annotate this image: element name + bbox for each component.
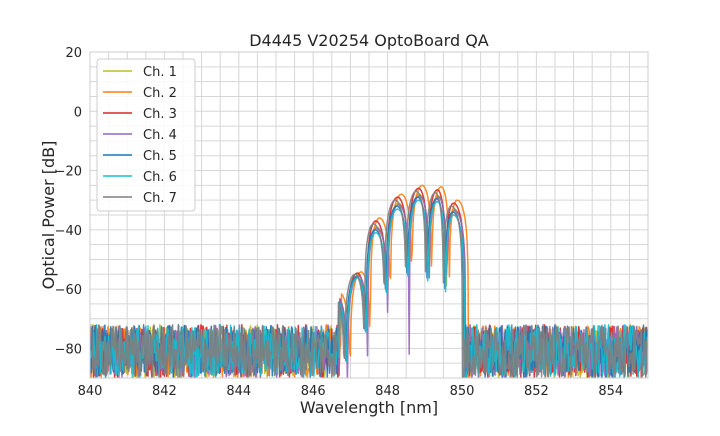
legend-label: Ch. 2	[143, 86, 177, 101]
legend-label: Ch. 5	[143, 149, 177, 164]
series-line-ch-7	[90, 190, 648, 378]
y-tick-label: 20	[65, 46, 82, 61]
y-tick-label: −60	[55, 283, 82, 298]
plot-frame	[89, 51, 649, 379]
legend-box	[96, 58, 196, 212]
series-line-ch-6	[90, 199, 648, 378]
x-tick-label: 846	[301, 384, 326, 399]
y-tick-label: −20	[55, 165, 82, 180]
y-tick-label: 0	[74, 105, 82, 120]
chart-title: D4445 V20254 OptoBoard QA	[249, 31, 489, 50]
legend: Ch. 1 Ch. 2 Ch. 3 Ch. 4 Ch. 5 Ch. 6 Ch. 7	[96, 58, 196, 212]
y-tick-label: −80	[55, 342, 82, 357]
legend-label: Ch. 3	[143, 107, 177, 122]
x-tick-label: 850	[450, 384, 475, 399]
x-tick-label: 854	[598, 384, 623, 399]
y-tick-label: −40	[55, 224, 82, 239]
x-tick-label: 848	[375, 384, 400, 399]
tick-labels: 840 842 844 846 848 850 852 854 20 0 −20 −40 −60 −80	[55, 46, 624, 399]
x-axis-label: Wavelength [nm]	[300, 398, 438, 417]
x-tick-label: 852	[524, 384, 549, 399]
x-tick-label: 840	[78, 384, 103, 399]
series-lines	[90, 184, 648, 378]
x-tick-label: 842	[152, 384, 177, 399]
x-tick-label: 844	[226, 384, 251, 399]
legend-label: Ch. 7	[143, 191, 177, 206]
y-axis-label: Optical Power [dB]	[39, 141, 58, 290]
legend-label: Ch. 6	[143, 170, 177, 185]
legend-label: Ch. 4	[143, 128, 177, 143]
legend-label: Ch. 1	[143, 65, 177, 80]
